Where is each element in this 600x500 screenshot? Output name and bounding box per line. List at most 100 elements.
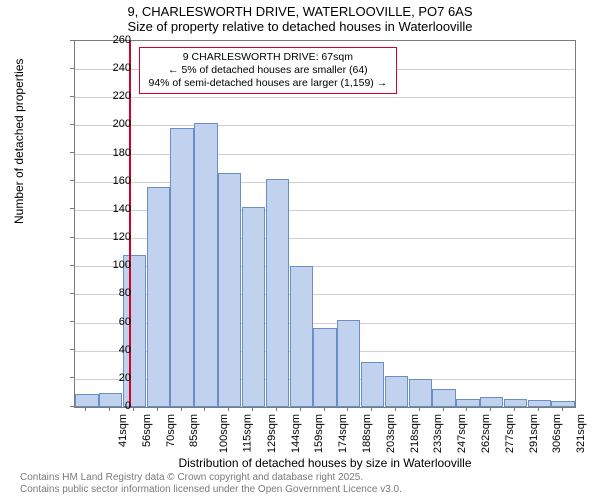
x-tick [109,407,110,411]
histogram-bar [504,399,527,407]
y-tick-label: 80 [76,287,131,299]
x-tick [562,407,563,411]
histogram-bar [361,362,384,407]
histogram-bar [528,400,551,407]
x-tick [157,407,158,411]
histogram-bar [432,389,455,407]
x-tick [371,407,372,411]
y-tick [70,321,74,322]
footer-attribution: Contains HM Land Registry data © Crown c… [20,472,402,496]
x-tick [85,407,86,411]
y-tick [70,96,74,97]
x-tick-label: 233sqm [433,414,445,453]
y-axis-label: Number of detached properties [12,59,26,224]
x-tick-label: 56sqm [141,414,153,447]
x-tick-label: 262sqm [480,414,492,453]
x-tick-label: 129sqm [266,414,278,453]
grid-line [75,182,575,183]
histogram-bar [147,187,170,407]
histogram-bar [551,401,574,407]
x-tick-label: 306sqm [552,414,564,453]
chart-title-sub: Size of property relative to detached ho… [0,19,600,34]
x-tick [395,407,396,411]
grid-line [75,97,575,98]
y-tick-label: 180 [76,147,131,159]
x-tick-label: 247sqm [456,414,468,453]
y-tick-label: 120 [76,231,131,243]
annotation-box: 9 CHARLESWORTH DRIVE: 67sqm← 5% of detac… [139,47,397,94]
x-tick [204,407,205,411]
y-tick-label: 140 [76,203,131,215]
x-tick-label: 174sqm [337,414,349,453]
x-tick-label: 159sqm [314,414,326,453]
histogram-bar [266,179,289,407]
histogram-bar [456,399,479,407]
x-tick-label: 41sqm [117,414,129,447]
x-tick-label: 144sqm [290,414,302,453]
x-tick [514,407,515,411]
chart-title-main: 9, CHARLESWORTH DRIVE, WATERLOOVILLE, PO… [0,4,600,19]
x-tick [181,407,182,411]
x-tick [252,407,253,411]
histogram-bar [170,128,193,407]
y-tick [70,349,74,350]
histogram-bar [194,123,217,407]
histogram-bar [123,255,146,407]
y-tick [70,68,74,69]
histogram-bar [290,266,313,407]
y-tick [70,293,74,294]
x-tick [300,407,301,411]
x-tick [443,407,444,411]
x-tick-label: 218sqm [409,414,421,453]
x-tick-label: 100sqm [218,414,230,453]
y-tick [70,208,74,209]
histogram-bar [409,379,432,407]
x-tick [490,407,491,411]
x-tick [466,407,467,411]
y-tick [70,406,74,407]
x-tick-label: 115sqm [241,414,253,452]
x-tick-label: 85sqm [188,414,200,447]
histogram-bar [480,397,503,407]
y-tick-label: 60 [76,316,131,328]
x-tick-label: 277sqm [504,414,516,453]
y-tick-label: 260 [76,34,131,46]
y-tick [70,237,74,238]
histogram-bar [313,328,336,407]
chart-container: Number of detached properties 9 CHARLESW… [18,40,583,460]
x-tick [538,407,539,411]
x-axis-label: Distribution of detached houses by size … [74,456,576,470]
x-tick [133,407,134,411]
x-tick [324,407,325,411]
x-tick-label: 70sqm [165,414,177,447]
x-tick [419,407,420,411]
annotation-line3: 94% of semi-detached houses are larger (… [146,77,390,90]
grid-line [75,154,575,155]
y-tick-label: 0 [76,400,131,412]
x-tick-label: 321sqm [575,414,587,453]
y-tick-label: 20 [76,372,131,384]
y-tick-label: 100 [76,259,131,271]
y-tick-label: 40 [76,344,131,356]
y-tick-label: 160 [76,175,131,187]
plot-area: 9 CHARLESWORTH DRIVE: 67sqm← 5% of detac… [74,40,576,408]
y-tick [70,377,74,378]
y-tick-label: 200 [76,118,131,130]
x-tick [228,407,229,411]
annotation-line2: ← 5% of detached houses are smaller (64) [146,64,390,77]
y-tick [70,180,74,181]
histogram-bar [218,173,241,407]
annotation-line1: 9 CHARLESWORTH DRIVE: 67sqm [146,51,390,64]
y-tick-label: 220 [76,90,131,102]
y-tick [70,40,74,41]
y-tick [70,124,74,125]
footer-line2: Contains public sector information licen… [20,484,402,496]
x-tick-label: 203sqm [385,414,397,453]
histogram-bar [385,376,408,407]
footer-line1: Contains HM Land Registry data © Crown c… [20,472,402,484]
histogram-bar [242,207,265,407]
grid-line [75,125,575,126]
y-tick [70,265,74,266]
x-tick [276,407,277,411]
x-tick-label: 291sqm [528,414,540,453]
